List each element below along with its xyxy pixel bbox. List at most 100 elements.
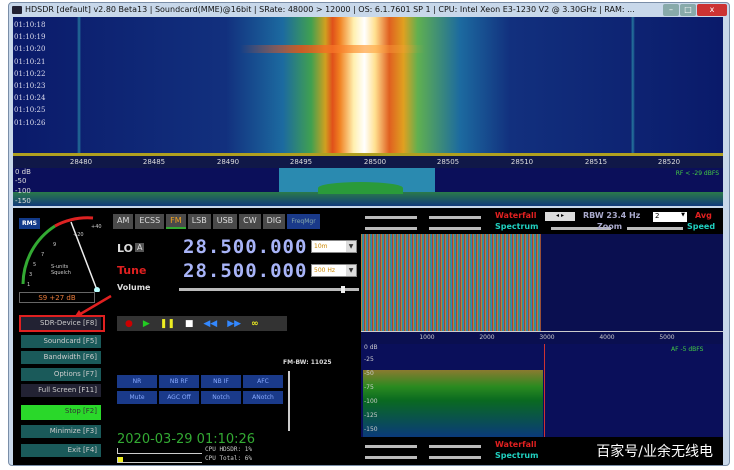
freq-tick-label: 28505: [436, 158, 460, 166]
time-label: 01:10:21: [14, 57, 46, 66]
anotch-button[interactable]: ANotch: [243, 391, 283, 404]
waterfall-slider[interactable]: [429, 216, 481, 219]
s-meter-gauge: [21, 216, 100, 293]
af-bandwidth-marker[interactable]: [544, 344, 545, 437]
notch-button[interactable]: Notch: [201, 391, 241, 404]
af-tick-label: 3000: [539, 334, 555, 341]
waterfall-signal-streak: [240, 45, 425, 53]
af-panel: Waterfall Spectrum ◂ ▸ RBW 23.4 Hz 2 ▼ Av…: [361, 208, 723, 465]
waterfall-time-labels: 01:10:18 01:10:19 01:10:20 01:10:21 01:1…: [14, 21, 45, 131]
db-label: -150: [15, 197, 31, 205]
loop-icon[interactable]: ∞: [251, 318, 259, 329]
minimize-button[interactable]: Minimize [F3]: [21, 425, 101, 438]
s-meter: RMS S-units Squelch +20 +40 9 7 5 3 1: [15, 212, 105, 293]
meter-tick: 5: [33, 262, 37, 268]
spectrum-slider[interactable]: [365, 227, 417, 230]
freqmgr-button[interactable]: FreqMgr: [287, 214, 320, 229]
af-spectrum[interactable]: 0 dB -25 -50 -75 -100 -125 -150 AF -5 dB…: [361, 344, 723, 437]
rf-spectrum[interactable]: 0 dB -50 -100 -150 RF < -29 dBFS: [13, 168, 723, 206]
mode-lsb[interactable]: LSB: [187, 214, 211, 229]
af-waterfall-noise: [361, 234, 541, 331]
avg-select[interactable]: 2 ▼: [653, 212, 687, 222]
agc-button[interactable]: AGC Off: [159, 391, 199, 404]
close-window-button[interactable]: x: [697, 4, 727, 16]
volume-thumb[interactable]: [341, 286, 345, 293]
mode-usb[interactable]: USB: [212, 214, 238, 229]
time-label: 01:10:25: [14, 106, 46, 115]
sdr-device-button[interactable]: SDR-Device [F8]: [21, 317, 101, 330]
db-label: -100: [364, 398, 378, 405]
meter-tick: 7: [41, 252, 45, 258]
volume-slider[interactable]: [179, 286, 359, 293]
stop-button[interactable]: Stop [F2]: [21, 405, 101, 420]
spectrum-slider[interactable]: [429, 227, 481, 230]
spectrum-label: Spectrum: [495, 222, 539, 231]
meter-tick: 1: [27, 282, 31, 288]
waterfall-slider[interactable]: [429, 445, 481, 448]
options-button[interactable]: Options [F7]: [21, 368, 101, 381]
af-tick-label: 2000: [479, 334, 495, 341]
maximize-window-button[interactable]: □: [680, 4, 696, 16]
af-frequency-scale[interactable]: 1000 2000 3000 4000 5000: [361, 331, 723, 344]
freq-tick-label: 28515: [584, 158, 608, 166]
speed-slider[interactable]: [627, 227, 683, 230]
spectrum-slider[interactable]: [429, 456, 481, 459]
fm-bw-slider[interactable]: [288, 371, 290, 431]
af-waterfall[interactable]: [361, 234, 723, 331]
mute-button[interactable]: Mute: [117, 391, 157, 404]
record-icon[interactable]: ●: [125, 318, 133, 329]
stop-icon[interactable]: ■: [184, 318, 194, 329]
zoom-slider[interactable]: [551, 227, 611, 230]
afc-button[interactable]: AFC: [243, 375, 283, 388]
freq-tick-label: 28490: [216, 158, 240, 166]
af-spectrum-trace: [363, 370, 543, 437]
mode-ecss[interactable]: ECSS: [135, 214, 165, 229]
minimize-window-button[interactable]: –: [663, 4, 679, 16]
play-icon[interactable]: ▶: [142, 318, 150, 329]
rms-button[interactable]: RMS: [19, 218, 40, 229]
db-label: -25: [364, 356, 374, 363]
mode-fm[interactable]: FM: [166, 214, 186, 229]
frequency-scale[interactable]: 28480 28485 28490 28495 28500 28505 2851…: [13, 153, 723, 168]
title-bar: HDSDR [default] v2.80 Beta13 | Soundcard…: [9, 3, 729, 17]
cpu-total: CPU Total: 6%: [205, 455, 252, 462]
band-select[interactable]: 10m ▼: [311, 240, 357, 253]
db-label: 0 dB: [15, 168, 31, 176]
mode-am[interactable]: AM: [113, 214, 134, 229]
tune-frequency[interactable]: 28.500.000: [183, 260, 308, 282]
signal-peak: [318, 182, 404, 194]
mode-cw[interactable]: CW: [239, 214, 261, 229]
waterfall-slider[interactable]: [365, 216, 417, 219]
waterfall-label: Waterfall: [495, 440, 537, 449]
nb-rf-button[interactable]: NB RF: [159, 375, 199, 388]
freq-tick-label: 28510: [510, 158, 534, 166]
time-label: 01:10:19: [14, 33, 46, 42]
zoom-nav-buttons[interactable]: ◂ ▸: [545, 212, 575, 221]
fast-forward-icon[interactable]: ▶▶: [227, 318, 242, 329]
nb-if-button[interactable]: NB IF: [201, 375, 241, 388]
step-select[interactable]: 500 Hz ▼: [311, 264, 357, 277]
lo-a-badge[interactable]: A: [135, 243, 145, 252]
soundcard-button[interactable]: Soundcard [F5]: [21, 335, 101, 348]
spectrum-slider[interactable]: [365, 456, 417, 459]
rf-waterfall[interactable]: 01:10:18 01:10:19 01:10:20 01:10:21 01:1…: [13, 17, 723, 153]
mode-dig[interactable]: DIG: [262, 214, 286, 229]
full-screen-button[interactable]: Full Screen [F11]: [21, 384, 101, 397]
pause-icon[interactable]: ❚❚: [159, 318, 175, 329]
app-icon: [12, 6, 22, 14]
arrow-annotation: [73, 294, 112, 319]
cpu-hdsdr-bar: [117, 448, 202, 454]
bandwidth-button[interactable]: Bandwidth [F6]: [21, 351, 101, 364]
spectrum-label: Spectrum: [495, 451, 539, 460]
hdsdr-window: HDSDR [default] v2.80 Beta13 | Soundcard…: [8, 2, 730, 466]
waterfall-slider[interactable]: [365, 445, 417, 448]
cpu-total-bar: [117, 457, 202, 463]
watermark: 百家号/业余无线电: [596, 444, 713, 460]
rewind-icon[interactable]: ◀◀: [203, 318, 218, 329]
db-label: -100: [15, 187, 31, 195]
freq-tick-label: 28485: [142, 158, 166, 166]
lo-frequency[interactable]: 28.500.000: [183, 236, 308, 258]
nr-button[interactable]: NR: [117, 375, 157, 388]
exit-button[interactable]: Exit [F4]: [21, 444, 101, 457]
time-label: 01:10:22: [14, 69, 46, 78]
